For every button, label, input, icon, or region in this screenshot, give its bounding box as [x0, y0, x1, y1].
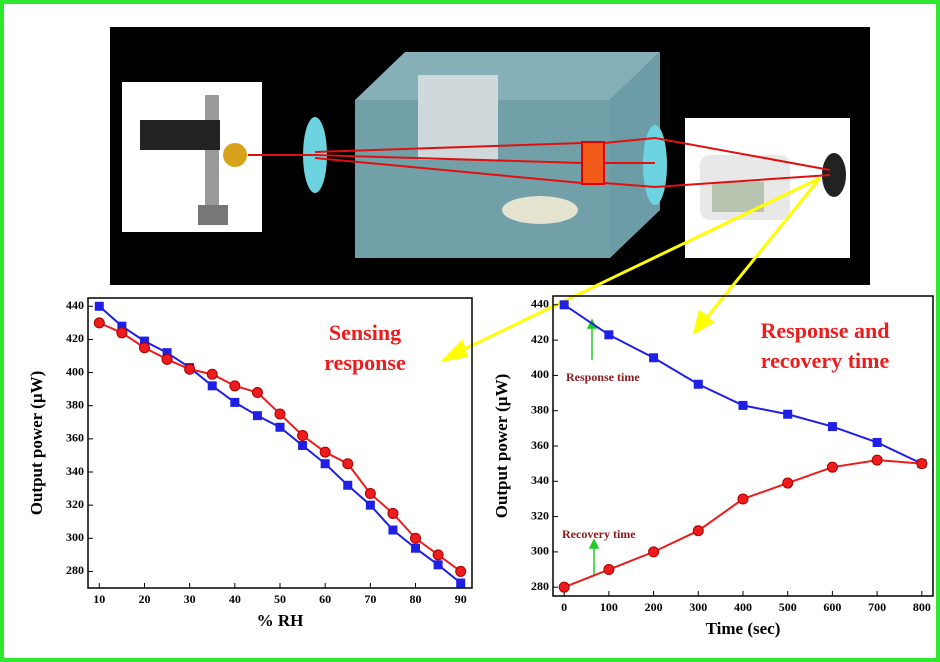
y-tick-label: 320 — [66, 497, 84, 511]
annotation: Response time — [566, 370, 640, 384]
marker — [917, 459, 927, 469]
y-tick-label: 400 — [531, 367, 549, 381]
marker — [456, 579, 465, 588]
y-tick-label: 280 — [66, 563, 84, 577]
marker — [94, 318, 104, 328]
marker — [388, 526, 397, 535]
marker — [321, 459, 330, 468]
x-tick-label: 300 — [689, 600, 707, 614]
series-line — [564, 460, 922, 587]
marker — [649, 547, 659, 557]
marker — [433, 550, 443, 560]
y-tick-label: 300 — [66, 530, 84, 544]
y-tick-label: 340 — [531, 473, 549, 487]
y-tick-label: 380 — [66, 397, 84, 411]
marker — [560, 300, 569, 309]
y-tick-label: 440 — [531, 297, 549, 311]
marker — [208, 381, 217, 390]
marker — [828, 422, 837, 431]
y-tick-label: 300 — [531, 544, 549, 558]
y-tick-label: 320 — [531, 508, 549, 522]
marker — [253, 411, 262, 420]
x-axis-label: % RH — [257, 611, 304, 630]
marker — [649, 353, 658, 362]
marker — [117, 328, 127, 338]
marker — [456, 566, 466, 576]
x-tick-label: 600 — [823, 600, 841, 614]
x-tick-label: 700 — [868, 600, 886, 614]
marker — [139, 343, 149, 353]
x-tick-label: 0 — [561, 600, 567, 614]
x-tick-label: 200 — [645, 600, 663, 614]
marker — [411, 533, 421, 543]
x-tick-label: 100 — [600, 600, 618, 614]
x-tick-label: 30 — [184, 592, 196, 606]
y-axis-label: Output power (µW) — [492, 374, 511, 519]
y-tick-label: 420 — [531, 332, 549, 346]
marker — [275, 409, 285, 419]
annotation: Recovery time — [562, 527, 636, 541]
marker — [95, 302, 104, 311]
marker — [185, 364, 195, 374]
y-tick-label: 280 — [531, 579, 549, 593]
marker — [872, 455, 882, 465]
x-tick-label: 400 — [734, 600, 752, 614]
marker — [298, 441, 307, 450]
marker — [343, 481, 352, 490]
x-tick-label: 60 — [319, 592, 331, 606]
marker — [230, 398, 239, 407]
marker — [604, 565, 614, 575]
marker — [693, 526, 703, 536]
x-tick-label: 40 — [229, 592, 241, 606]
marker — [320, 447, 330, 457]
y-tick-label: 420 — [66, 331, 84, 345]
annotation: Response and recovery time — [720, 316, 930, 376]
y-tick-label: 360 — [66, 431, 84, 445]
x-tick-label: 800 — [913, 600, 931, 614]
x-tick-label: 500 — [779, 600, 797, 614]
marker — [559, 582, 569, 592]
x-tick-label: 90 — [455, 592, 467, 606]
marker — [343, 459, 353, 469]
marker — [365, 489, 375, 499]
marker — [434, 560, 443, 569]
x-tick-label: 70 — [364, 592, 376, 606]
marker — [783, 410, 792, 419]
setup-diagram — [110, 27, 870, 285]
marker — [298, 431, 308, 441]
y-tick-label: 360 — [531, 438, 549, 452]
marker — [388, 508, 398, 518]
marker — [411, 544, 420, 553]
marker — [252, 387, 262, 397]
marker — [276, 423, 285, 432]
marker — [873, 438, 882, 447]
marker — [738, 494, 748, 504]
marker — [604, 330, 613, 339]
x-tick-label: 10 — [93, 592, 105, 606]
y-tick-label: 440 — [66, 298, 84, 312]
x-axis-label: Time (sec) — [706, 619, 781, 638]
marker — [207, 369, 217, 379]
marker — [739, 401, 748, 410]
marker — [694, 380, 703, 389]
marker — [162, 354, 172, 364]
x-tick-label: 80 — [410, 592, 422, 606]
marker — [366, 501, 375, 510]
marker — [827, 462, 837, 472]
annotation: Sensing response — [300, 318, 430, 378]
y-tick-label: 380 — [531, 402, 549, 416]
y-tick-label: 400 — [66, 364, 84, 378]
figure: 280 300 320 340 360 380 400 420 440 10 20 30 40 50 60 7… — [0, 0, 940, 662]
x-tick-label: 50 — [274, 592, 286, 606]
x-tick-label: 20 — [138, 592, 150, 606]
marker — [783, 478, 793, 488]
y-tick-label: 340 — [66, 464, 84, 478]
marker — [230, 381, 240, 391]
y-axis-label: Output power (µW) — [27, 371, 46, 516]
